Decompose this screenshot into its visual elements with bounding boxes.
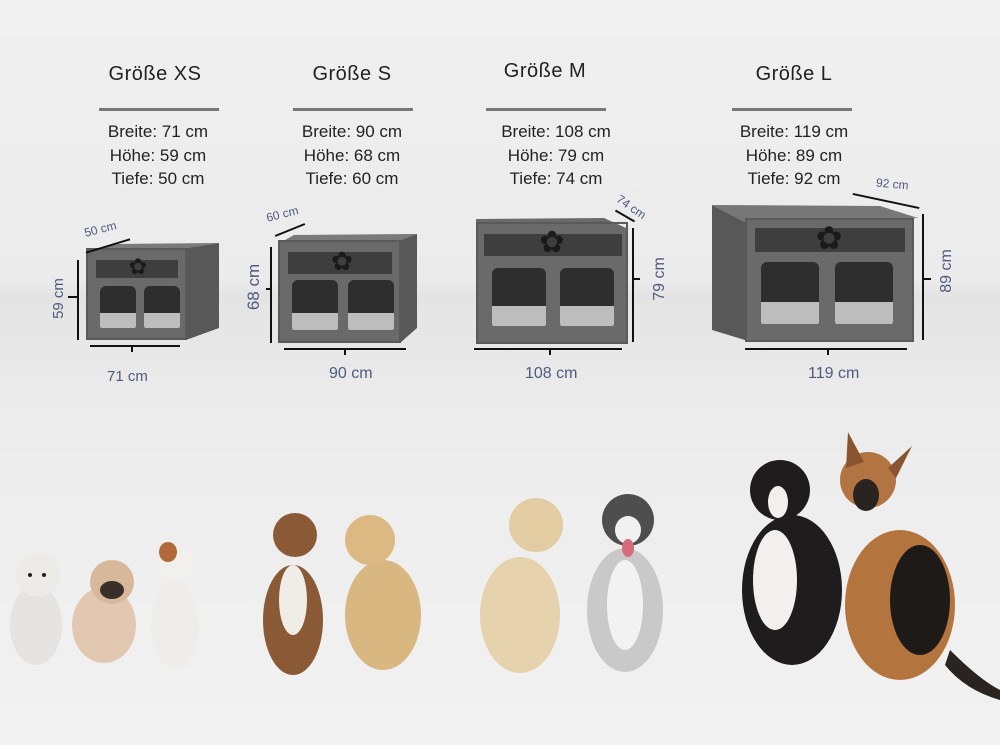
size-title: Größe L: [755, 63, 833, 85]
size-title: Größe XS: [108, 63, 202, 85]
spec-height: Höhe: 89 cm: [745, 145, 843, 165]
spec-width: Breite: 90 cm: [301, 122, 403, 141]
bone-paw-icon: ✿: [815, 220, 843, 256]
dog-golden-retriever: [480, 498, 563, 673]
spec-height: Höhe: 79 cm: [507, 145, 605, 165]
spec-depth: Tiefe: 50 cm: [111, 169, 205, 188]
crate-front: ✿: [745, 218, 914, 342]
divider: [732, 108, 852, 111]
crate-front: ✿: [476, 222, 628, 344]
spec-width: Breite: 119 cm: [739, 122, 849, 141]
dog-jack-russell: [151, 542, 199, 670]
bone-paw-icon: ✿: [539, 226, 565, 259]
width-label: 71 cm: [107, 368, 148, 385]
dog-maltese: [10, 553, 62, 665]
spec-list: Breite: 119 cm Höhe: 89 cm Tiefe: 92 cm: [740, 120, 848, 191]
dog-pitbull: [263, 513, 323, 675]
width-label: 108 cm: [525, 365, 578, 382]
spec-list: Breite: 71 cm Höhe: 59 cm Tiefe: 50 cm: [108, 120, 208, 191]
spec-list: Breite: 108 cm Höhe: 79 cm Tiefe: 74 cm: [501, 120, 611, 191]
bone-paw-icon: ✿: [331, 246, 353, 276]
crate-front: ✿: [86, 248, 187, 340]
bone-paw-icon: ✿: [128, 254, 148, 279]
size-title: Größe S: [312, 63, 392, 85]
dog-pug: [72, 560, 136, 663]
spec-width: Breite: 108 cm: [501, 122, 611, 141]
crate-front: ✿: [278, 240, 401, 343]
spec-depth: Tiefe: 92 cm: [747, 169, 841, 188]
width-label: 119 cm: [808, 365, 860, 382]
spec-height: Höhe: 59 cm: [109, 145, 207, 165]
width-label: 90 cm: [329, 365, 373, 382]
spec-list: Breite: 90 cm Höhe: 68 cm Tiefe: 60 cm: [302, 120, 402, 191]
spec-depth: Tiefe: 74 cm: [509, 169, 603, 188]
dog-labrador: [345, 515, 421, 670]
divider: [486, 108, 606, 111]
spec-depth: Tiefe: 60 cm: [305, 169, 399, 188]
divider: [99, 108, 219, 111]
dog-bernese-mountain-dog: [742, 460, 842, 665]
dog-german-shepherd: [840, 432, 1000, 700]
spec-height: Höhe: 68 cm: [303, 145, 401, 165]
divider: [293, 108, 413, 111]
dog-husky: [587, 494, 663, 672]
size-title: Größe M: [503, 60, 587, 82]
spec-width: Breite: 71 cm: [107, 122, 209, 141]
